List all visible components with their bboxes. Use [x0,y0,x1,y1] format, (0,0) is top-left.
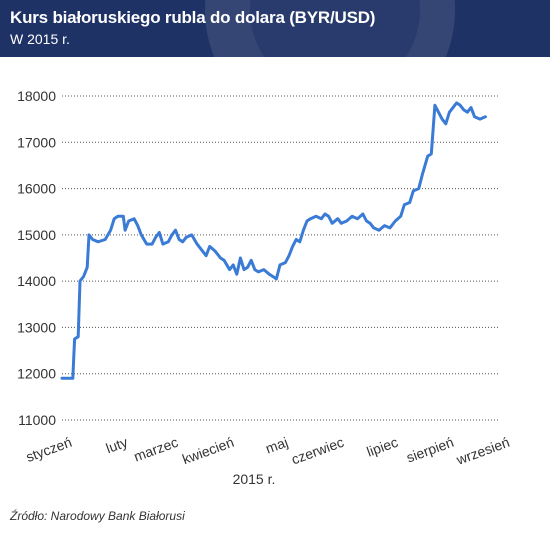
chart-title: Kurs białoruskiego rubla do dolara (BYR/… [10,8,376,27]
y-tick-label: 16000 [17,181,56,197]
source-note: Źródło: Narodowy Bank Białorusi [10,509,185,523]
chart-area: 11000 12000 13000 14000 15000 16000 17000 18000… [0,57,550,527]
y-tick-label: 12000 [17,366,56,382]
header-decoration-inner [250,0,420,57]
x-axis-ticks: styczeń luty marzec kwiecień maj czerwiec lipi… [24,434,512,468]
x-tick-label: kwiecień [180,434,236,467]
series-layer [60,101,487,380]
x-tick-label: marzec [132,434,181,465]
series-line [60,101,487,380]
y-tick-label: 17000 [17,134,56,150]
y-tick-label: 18000 [17,88,56,104]
x-tick-label: lipiec [364,434,399,460]
y-tick-label: 14000 [17,273,56,289]
y-axis-ticks: 11000 12000 13000 14000 15000 16000 17000 18000 [17,88,56,428]
chart-subtitle: W 2015 r. [10,31,70,47]
x-axis-label: 2015 r. [233,471,276,487]
x-tick-label: luty [104,434,130,456]
line-chart: 11000 12000 13000 14000 15000 16000 17000 18000… [17,88,512,487]
x-tick-label: wrzesień [453,434,511,468]
x-tick-label: sierpień [404,434,456,466]
x-tick-label: czerwiec [289,434,346,468]
grid-lines [62,95,498,421]
chart-header: Kurs białoruskiego rubla do dolara (BYR/… [0,0,550,57]
x-tick-label: styczeń [24,434,74,465]
x-tick-label: maj [263,434,290,457]
y-tick-label: 13000 [17,319,56,335]
y-tick-label: 15000 [17,227,56,243]
y-tick-label: 11000 [18,412,56,428]
